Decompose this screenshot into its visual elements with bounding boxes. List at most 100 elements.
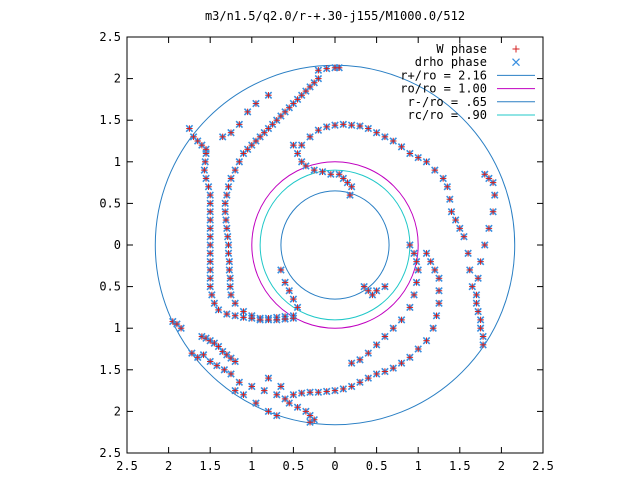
data-point — [322, 64, 331, 73]
data-point — [314, 126, 323, 134]
x-tick-label: 1 — [248, 459, 255, 473]
data-point — [410, 249, 418, 258]
axis-ticks: 2.5 2 1.5 1 0.5 0 0.5 1 1.5 2 2.52.521.510.500.511… — [99, 30, 554, 473]
data-point — [264, 316, 273, 324]
x-tick-label: 0.5 — [283, 459, 305, 473]
data-point — [297, 141, 306, 149]
data-point — [306, 388, 314, 397]
legend-label: r+/ro = 2.16 — [400, 68, 487, 82]
data-point — [193, 353, 202, 362]
data-point — [256, 316, 264, 324]
data-point — [222, 216, 230, 224]
data-point — [177, 324, 185, 332]
legend-x-marker — [512, 58, 520, 67]
data-point — [406, 241, 414, 249]
data-point — [372, 128, 381, 137]
data-point — [223, 224, 231, 233]
data-point — [364, 374, 373, 382]
data-point — [397, 316, 406, 324]
data-point — [252, 399, 260, 407]
data-point — [381, 367, 389, 376]
data-point — [226, 274, 234, 283]
y-tick-label: 2.5 — [99, 30, 121, 44]
data-point — [264, 91, 273, 100]
x-tick-label: 0.5 — [366, 459, 388, 473]
data-point — [489, 178, 497, 187]
data-point — [466, 266, 474, 274]
data-point — [188, 349, 196, 357]
data-point — [412, 278, 421, 287]
data-point — [456, 224, 464, 233]
data-point — [221, 207, 229, 216]
data-point — [476, 257, 485, 266]
data-point — [474, 274, 482, 283]
data-point — [208, 291, 216, 299]
x-tick-label: 1.5 — [199, 459, 221, 473]
data-point — [412, 257, 421, 266]
data-point — [231, 386, 239, 395]
data-point — [435, 286, 443, 295]
data-point — [306, 133, 314, 141]
x-tick-label: 1 — [415, 459, 422, 473]
data-point — [277, 382, 285, 391]
data-point — [200, 166, 209, 174]
data-point — [356, 122, 364, 130]
data-point — [347, 359, 356, 367]
data-point — [206, 249, 214, 258]
data-point — [389, 324, 398, 332]
y-tick-label: 1.5 — [99, 113, 121, 127]
data-point — [227, 174, 235, 183]
circle-r-1 — [251, 161, 419, 329]
y-tick-label: 2 — [114, 404, 121, 418]
data-point — [347, 182, 356, 191]
data-point — [372, 370, 381, 378]
data-point — [468, 282, 477, 291]
data-point — [339, 120, 348, 129]
data-point — [223, 191, 231, 199]
data-point — [218, 133, 227, 141]
data-point — [431, 266, 439, 274]
legend-label: W phase — [436, 42, 487, 56]
data-point — [479, 341, 487, 349]
data-point — [356, 378, 364, 387]
data-point — [422, 249, 431, 258]
data-point — [206, 232, 214, 241]
data-point — [331, 386, 339, 395]
data-point — [356, 356, 364, 364]
data-point — [264, 407, 273, 416]
data-point — [451, 216, 460, 224]
data-point — [224, 249, 233, 258]
data-point — [206, 241, 214, 249]
data-point — [235, 158, 244, 166]
data-point — [239, 307, 248, 316]
y-tick-label: 1 — [114, 321, 121, 335]
data-point — [289, 141, 298, 149]
data-point — [318, 168, 327, 176]
data-point — [225, 266, 234, 274]
data-point — [277, 266, 285, 274]
data-point — [389, 137, 398, 145]
data-point — [235, 120, 244, 129]
circle-r-0_65 — [280, 190, 390, 300]
data-point — [426, 257, 435, 266]
data-point — [289, 295, 298, 303]
data-point — [476, 324, 485, 332]
data-point — [490, 191, 499, 199]
data-point — [397, 359, 406, 367]
data-point — [224, 241, 233, 249]
data-point — [489, 207, 497, 216]
data-point — [248, 314, 256, 322]
data-point — [285, 399, 294, 407]
data-point — [310, 166, 318, 174]
data-point — [201, 158, 209, 166]
y-tick-label: 2 — [114, 72, 121, 86]
y-tick-label: 1 — [114, 155, 121, 169]
data-point — [248, 382, 256, 391]
data-point — [485, 224, 493, 233]
data-point — [235, 378, 244, 387]
chart-title: m3/n1.5/q2.0/r-+.30-j155/M1000.0/512 — [205, 9, 465, 23]
data-point — [206, 257, 214, 266]
data-point — [231, 166, 239, 174]
